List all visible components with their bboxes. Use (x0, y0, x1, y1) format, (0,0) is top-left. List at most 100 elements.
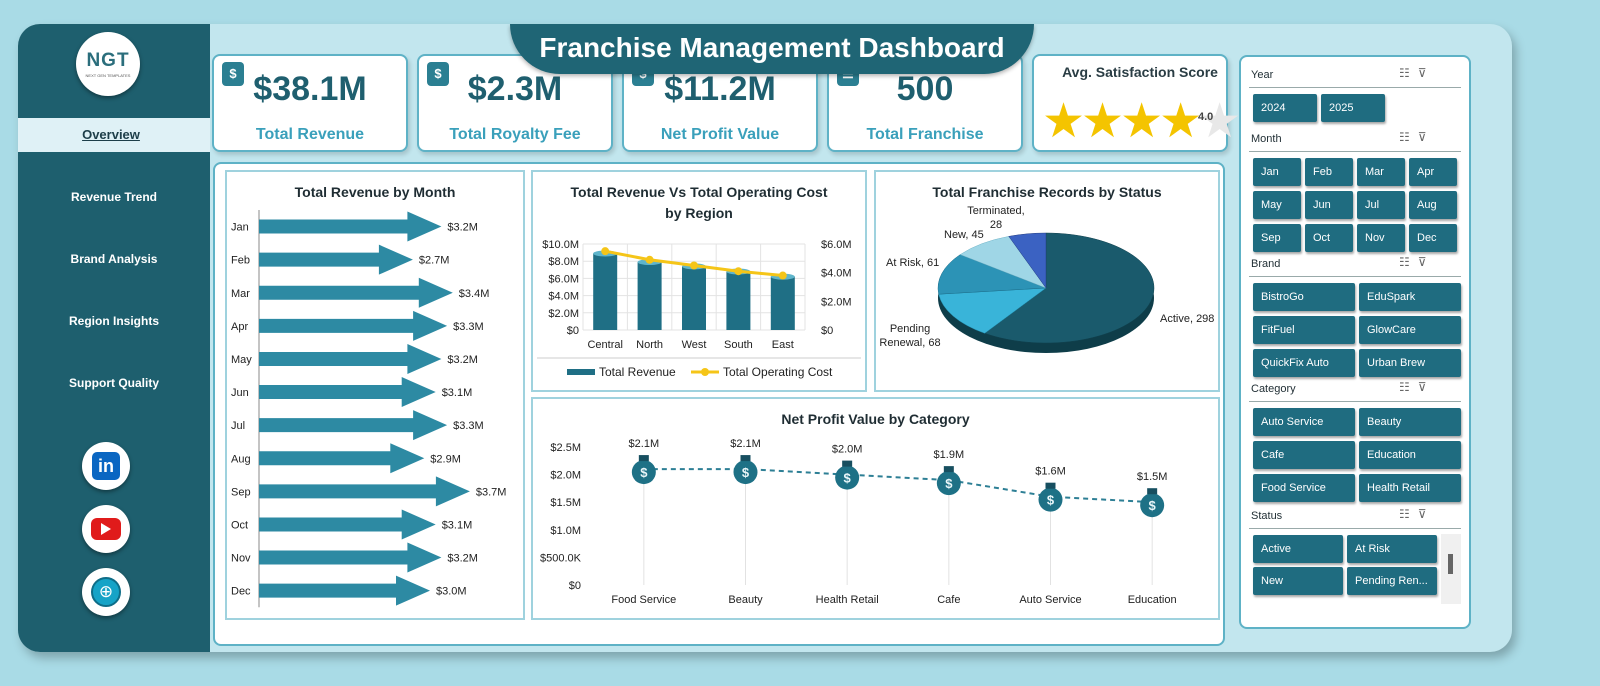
month-button-jan[interactable]: Jan (1253, 158, 1301, 186)
right-tick-label: $6.0M (821, 239, 852, 251)
year-button-2025[interactable]: 2025 (1321, 94, 1385, 122)
money-bag-icon: $ (1140, 488, 1165, 518)
nav-overview[interactable]: Overview (18, 118, 210, 152)
status-button-new[interactable]: New (1253, 567, 1343, 595)
data-label: $3.1M (442, 387, 473, 399)
pie-label-terminated: Terminated, (967, 205, 1024, 217)
data-label: $1.5M (1137, 471, 1168, 483)
data-label: $3.1M (442, 519, 473, 531)
data-label: $1.9M (934, 449, 965, 461)
region-chart-panel: Total Revenue Vs Total Operating Cost by… (531, 170, 867, 392)
data-label: $3.0M (436, 586, 467, 598)
bar-jul (259, 410, 448, 441)
bar-apr (259, 310, 448, 341)
brand-button-urban-brew[interactable]: Urban Brew (1359, 349, 1461, 377)
money-bag-icon: $ (835, 460, 860, 490)
category-button-beauty[interactable]: Beauty (1359, 408, 1461, 436)
nav-region-insights[interactable]: Region Insights (69, 314, 159, 328)
operating-cost-point (734, 267, 743, 276)
nav-support-quality[interactable]: Support Quality (69, 376, 159, 390)
month-button-jun[interactable]: Jun (1305, 191, 1353, 219)
month-button-apr[interactable]: Apr (1409, 158, 1457, 186)
month-button-aug[interactable]: Aug (1409, 191, 1457, 219)
status-chart-panel: Total Franchise Records by Status Active… (874, 170, 1220, 392)
left-tick-label: $2.0M (548, 308, 579, 320)
revenue-bar-central (593, 253, 618, 330)
category-button-food-service[interactable]: Food Service (1253, 474, 1355, 502)
clear-filter-icon[interactable]: ⊽ (1417, 507, 1435, 521)
status-button-at-risk[interactable]: At Risk (1347, 535, 1437, 563)
month-button-jul[interactable]: Jul (1357, 191, 1405, 219)
nav-brand-analysis[interactable]: Brand Analysis (70, 252, 158, 266)
brand-button-bistrogo[interactable]: BistroGo (1253, 283, 1355, 311)
data-label: $1.6M (1035, 466, 1066, 478)
month-button-feb[interactable]: Feb (1305, 158, 1353, 186)
data-label: $2.7M (419, 255, 450, 267)
youtube-button[interactable] (82, 505, 130, 553)
right-tick-label: $4.0M (821, 268, 852, 280)
clear-filter-icon[interactable]: ⊽ (1417, 66, 1435, 80)
month-tick-label: Sep (231, 486, 251, 498)
linkedin-button[interactable]: in (82, 442, 130, 490)
data-label: $2.1M (730, 438, 761, 450)
slicer-scrollbar[interactable] (1441, 534, 1461, 604)
slicer-title-brand: Brand (1251, 258, 1281, 270)
month-button-sep[interactable]: Sep (1253, 224, 1301, 252)
legend-revenue-label: Total Revenue (599, 365, 676, 379)
data-label: $2.9M (430, 453, 461, 465)
operating-cost-point (778, 271, 787, 280)
operating-cost-point (601, 247, 610, 256)
data-label: $2.0M (832, 444, 863, 456)
y-tick-label: $2.0M (550, 470, 581, 482)
multi-select-icon[interactable]: ☷ (1399, 255, 1418, 269)
category-button-cafe[interactable]: Cafe (1253, 441, 1355, 469)
month-button-nov[interactable]: Nov (1357, 224, 1405, 252)
kpi-label: Net Profit Value (660, 126, 780, 143)
brand-button-quickfix-auto[interactable]: QuickFix Auto (1253, 349, 1355, 377)
nav-revenue-trend[interactable]: Revenue Trend (70, 190, 158, 204)
category-button-education[interactable]: Education (1359, 441, 1461, 469)
pie-slice-at-risk (937, 254, 1047, 295)
clear-filter-icon[interactable]: ⊽ (1417, 380, 1435, 394)
region-tick-label: West (682, 339, 707, 351)
revenue-by-month-chart: Jan $3.2M Feb $2.7M Mar $3.4M Apr $3.3M May $3.2M… (231, 210, 506, 608)
bar-mar (259, 277, 453, 308)
y-tick-label: $2.5M (550, 442, 581, 454)
clear-filter-icon[interactable]: ⊽ (1417, 130, 1435, 144)
multi-select-icon[interactable]: ☷ (1399, 66, 1418, 80)
svg-text:$: $ (844, 471, 852, 486)
chart-title: Total Franchise Records by Status (932, 184, 1162, 200)
status-button-active[interactable]: Active (1253, 535, 1343, 563)
clear-filter-icon[interactable]: ⊽ (1417, 255, 1435, 269)
operating-cost-point (690, 261, 698, 270)
data-label: $3.2M (447, 553, 478, 565)
kpi-value: $11.2M (664, 70, 776, 108)
month-tick-label: Aug (231, 453, 251, 465)
revenue-bar-south (726, 271, 751, 330)
month-button-oct[interactable]: Oct (1305, 224, 1353, 252)
divider (1249, 401, 1461, 402)
month-tick-label: Jan (231, 222, 249, 234)
svg-text:$: $ (1047, 493, 1055, 508)
multi-select-icon[interactable]: ☷ (1399, 380, 1418, 394)
brand-button-fitfuel[interactable]: FitFuel (1253, 316, 1355, 344)
brand-button-glowcare[interactable]: GlowCare (1359, 316, 1461, 344)
kpi-card-total-revenue: $ $38.1M Total Revenue (212, 54, 408, 152)
multi-select-icon[interactable]: ☷ (1399, 507, 1418, 521)
month-button-dec[interactable]: Dec (1409, 224, 1457, 252)
month-button-mar[interactable]: Mar (1357, 158, 1405, 186)
category-tick-label: Education (1128, 594, 1177, 606)
month-button-may[interactable]: May (1253, 191, 1301, 219)
website-button[interactable]: ⊕ (82, 568, 130, 616)
logo-text: NGT (86, 50, 130, 71)
slicer-title-category: Category (1251, 383, 1296, 395)
status-button-pending-ren[interactable]: Pending Ren... (1347, 567, 1437, 595)
pie-slice-terminated (1008, 232, 1047, 289)
brand-button-eduspark[interactable]: EduSpark (1359, 283, 1461, 311)
category-tick-label: Beauty (728, 594, 763, 606)
year-button-2024[interactable]: 2024 (1253, 94, 1317, 122)
youtube-icon (91, 518, 121, 540)
category-button-health-retail[interactable]: Health Retail (1359, 474, 1461, 502)
category-button-auto-service[interactable]: Auto Service (1253, 408, 1355, 436)
multi-select-icon[interactable]: ☷ (1399, 130, 1418, 144)
